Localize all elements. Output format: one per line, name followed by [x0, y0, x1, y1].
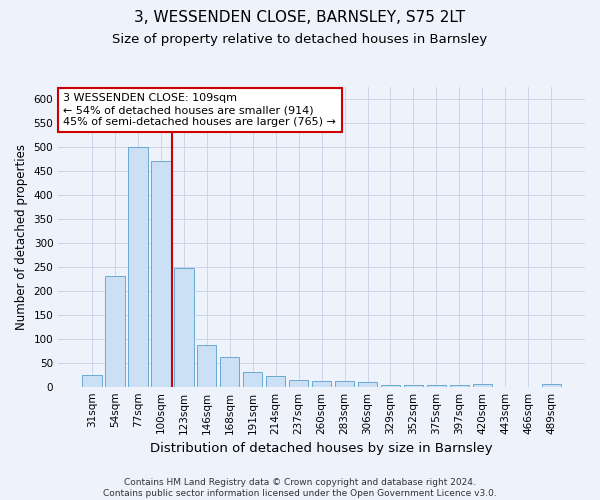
Text: Size of property relative to detached houses in Barnsley: Size of property relative to detached ho… — [112, 32, 488, 46]
X-axis label: Distribution of detached houses by size in Barnsley: Distribution of detached houses by size … — [150, 442, 493, 455]
Bar — [449, 385, 469, 386]
Bar — [358, 382, 377, 386]
Bar — [289, 380, 308, 386]
Y-axis label: Number of detached properties: Number of detached properties — [15, 144, 28, 330]
Bar — [473, 384, 492, 386]
Bar — [128, 148, 148, 386]
Bar — [243, 372, 262, 386]
Bar — [427, 385, 446, 386]
Text: 3 WESSENDEN CLOSE: 109sqm
← 54% of detached houses are smaller (914)
45% of semi: 3 WESSENDEN CLOSE: 109sqm ← 54% of detac… — [64, 94, 337, 126]
Bar — [266, 376, 286, 386]
Bar — [404, 385, 423, 386]
Bar — [105, 276, 125, 386]
Bar — [335, 382, 355, 386]
Bar — [312, 381, 331, 386]
Text: Contains HM Land Registry data © Crown copyright and database right 2024.
Contai: Contains HM Land Registry data © Crown c… — [103, 478, 497, 498]
Bar — [220, 357, 239, 386]
Bar — [381, 385, 400, 386]
Bar — [82, 374, 101, 386]
Text: 3, WESSENDEN CLOSE, BARNSLEY, S75 2LT: 3, WESSENDEN CLOSE, BARNSLEY, S75 2LT — [134, 10, 466, 25]
Bar — [174, 268, 194, 386]
Bar — [197, 344, 217, 387]
Bar — [151, 160, 170, 386]
Bar — [542, 384, 561, 386]
